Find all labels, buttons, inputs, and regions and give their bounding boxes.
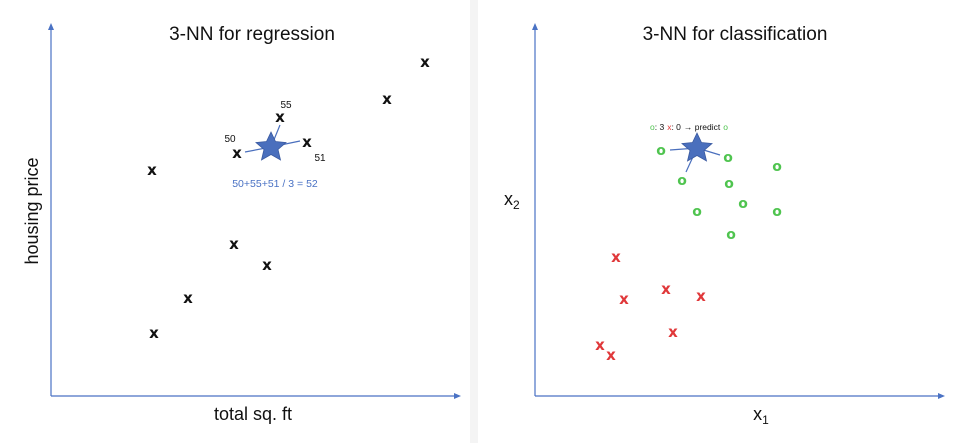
data-point: x <box>262 256 272 274</box>
classification-x-label: x1 <box>753 404 769 427</box>
class-x-point: x <box>611 248 621 266</box>
regression-plot: 3-NN for regression total sq. ft housing… <box>22 23 461 424</box>
class-x-point: x <box>661 280 671 298</box>
class-o-point: o <box>772 204 782 220</box>
classification-title: 3-NN for classification <box>643 24 828 45</box>
class-o-point: o <box>726 227 736 243</box>
class-o-point: o <box>723 150 733 166</box>
regression-title: 3-NN for regression <box>169 24 335 45</box>
prediction-summary: o: 3 x: 0 → predict o <box>650 122 728 132</box>
neighbor-point: x <box>275 108 285 126</box>
regression-panel: 3-NN for regression total sq. ft housing… <box>0 0 470 443</box>
class-x-point: x <box>696 287 706 305</box>
class-o-point: o <box>656 143 666 159</box>
class-x-point: x <box>606 346 616 364</box>
class-o-point: o <box>738 196 748 212</box>
neighbor-point: x <box>302 133 312 151</box>
class-o-point: o <box>772 159 782 175</box>
class-x-point: x <box>595 336 605 354</box>
classification-panel: 3-NN for classification x1 x2 o: 3 x: 0 → … <box>478 0 955 443</box>
regression-y-label: housing price <box>22 157 42 264</box>
classification-plot: 3-NN for classification x1 x2 o: 3 x: 0 → … <box>504 23 945 427</box>
data-point: x <box>420 53 430 71</box>
regression-x-label: total sq. ft <box>214 404 292 424</box>
class-o-point: o <box>724 176 734 192</box>
neighbor-value-label: 50 <box>224 134 236 145</box>
data-point: x <box>183 289 193 307</box>
data-point: x <box>229 235 239 253</box>
data-point: x <box>149 324 159 342</box>
neighbor-point: x <box>232 144 242 162</box>
star-icon <box>255 131 287 161</box>
data-point: x <box>382 90 392 108</box>
neighbor-value-label: 55 <box>280 100 292 111</box>
class-o-point: o <box>692 204 702 220</box>
prediction-calculation: 50+55+51 / 3 = 52 <box>232 178 318 190</box>
class-x-point: x <box>619 290 629 308</box>
class-x-point: x <box>668 323 678 341</box>
data-point: x <box>147 161 157 179</box>
star-icon <box>681 132 713 162</box>
class-o-point: o <box>677 173 687 189</box>
neighbor-value-label: 51 <box>314 153 326 164</box>
classification-y-label: x2 <box>504 189 520 212</box>
